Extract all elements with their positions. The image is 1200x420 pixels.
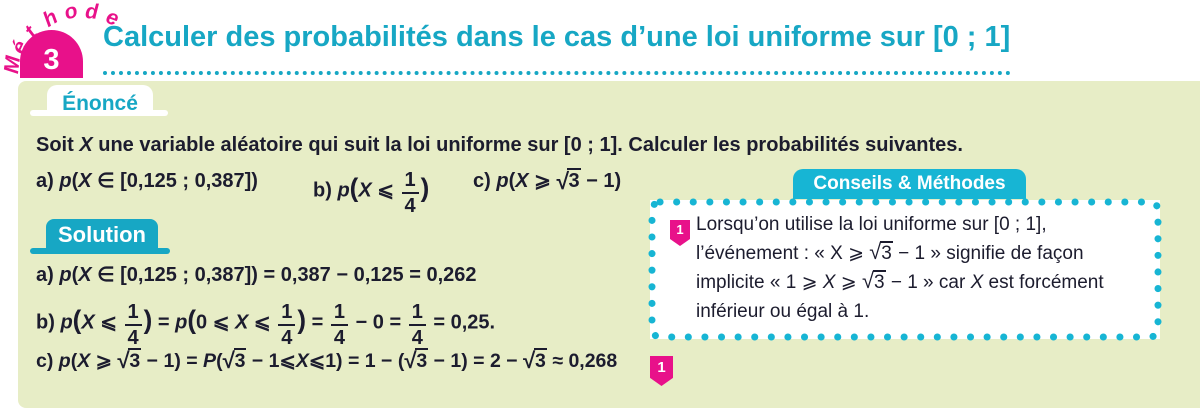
svg-text:1: 1 — [676, 222, 683, 237]
svg-text:1: 1 — [657, 359, 665, 376]
